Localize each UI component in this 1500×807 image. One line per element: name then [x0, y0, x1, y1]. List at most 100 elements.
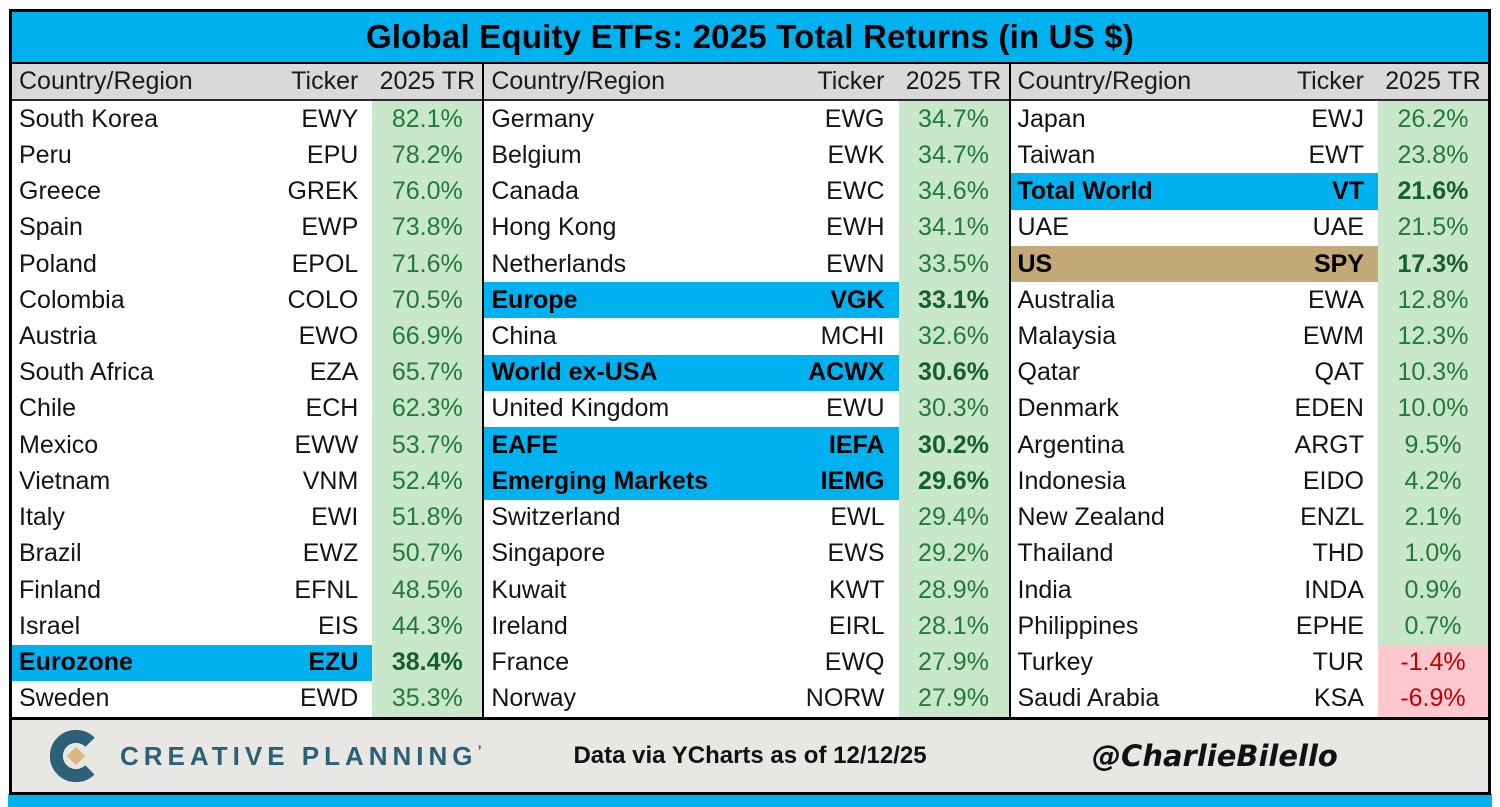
ticker-cell: EWH — [826, 213, 885, 242]
country-cell: New Zealand — [1017, 503, 1165, 532]
ticker-cell: KWT — [828, 575, 885, 604]
country-cell: France — [491, 648, 570, 677]
country-cell: China — [491, 322, 557, 351]
country-cell: Argentina — [1017, 430, 1125, 459]
table-row: Singapore EWS 29.2% — [484, 535, 1009, 573]
ticker-cell: EWU — [826, 394, 885, 423]
country-cell: Philippines — [1017, 611, 1139, 640]
ticker-cell: EFNL — [294, 575, 359, 604]
table-row: Greece GREK 76.0% — [12, 173, 483, 210]
brand-logo: CREATIVE PLANNING’ — [48, 720, 482, 792]
ticker-cell: KSA — [1313, 684, 1364, 713]
ticker-cell: EZU — [260, 644, 373, 681]
table-row: Brazil EWZ 50.7% — [12, 535, 483, 573]
country-cell: Peru — [19, 140, 72, 169]
return-cell: 12.3% — [1377, 318, 1488, 355]
header-country: Country/Region — [1017, 67, 1192, 95]
return-cell: 29.6% — [898, 463, 1009, 500]
ticker-cell: EWZ — [302, 539, 359, 568]
table-row: Malaysia EWM 12.3% — [1011, 318, 1488, 355]
country-cell: Norway — [491, 684, 577, 713]
return-cell: 27.9% — [898, 644, 1009, 681]
table-row: Denmark EDEN 10.0% — [1011, 390, 1488, 428]
table-section-1: Country/Region Ticker 2025 TR South Kore… — [12, 64, 485, 717]
country-cell: Mexico — [19, 430, 99, 459]
data-source-note: Data via YCharts as of 12/12/25 — [573, 742, 927, 769]
return-cell: 34.7% — [898, 101, 1009, 138]
table-row: Canada EWC 34.6% — [484, 173, 1009, 210]
table-row: Vietnam VNM 52.4% — [12, 463, 483, 500]
table-row: Philippines EPHE 0.7% — [1011, 608, 1488, 645]
table-board: Global Equity ETFs: 2025 Total Returns (… — [9, 9, 1491, 795]
return-cell: 76.0% — [372, 173, 483, 210]
country-cell: India — [1017, 575, 1072, 604]
ticker-cell: ACWX — [786, 354, 899, 391]
table-row: Argentina ARGT 9.5% — [1011, 427, 1488, 464]
ticker-cell: EWK — [827, 140, 885, 169]
country-cell: Poland — [19, 249, 97, 278]
country-cell: Finland — [19, 575, 101, 604]
country-cell: Netherlands — [491, 249, 627, 278]
country-cell: Thailand — [1017, 539, 1114, 568]
header-country: Country/Region — [19, 67, 193, 95]
country-cell: Ireland — [491, 611, 568, 640]
ticker-cell: IEMG — [786, 463, 899, 500]
table-row: Indonesia EIDO 4.2% — [1011, 463, 1488, 500]
country-cell: Brazil — [19, 539, 82, 568]
country-cell: Israel — [19, 611, 81, 640]
country-cell: Total World — [1010, 173, 1266, 210]
country-cell: Vietnam — [19, 466, 111, 495]
rows-section-1: South Korea EWY 82.1% Peru EPU 78.2% Greece GRE… — [12, 101, 483, 717]
table-row: Germany EWG 34.7% — [484, 101, 1009, 138]
return-cell: 62.3% — [372, 390, 483, 428]
table-row: Colombia COLO 70.5% — [12, 282, 483, 319]
ticker-cell: EWD — [299, 684, 359, 713]
return-cell: 53.7% — [372, 427, 483, 464]
header-return: 2025 TR — [372, 64, 483, 99]
table-row: Eurozone EZU 38.4% — [12, 644, 483, 681]
country-cell: Eurozone — [12, 644, 261, 681]
ticker-cell: ARGT — [1294, 430, 1364, 459]
table-row: Italy EWI 51.8% — [12, 499, 483, 536]
return-cell: 10.0% — [1377, 390, 1488, 428]
table-row: Hong Kong EWH 34.1% — [484, 209, 1009, 246]
table-row: Saudi Arabia KSA -6.9% — [1011, 680, 1488, 717]
return-cell: 21.5% — [1377, 209, 1488, 246]
trademark-mark: ’ — [477, 741, 482, 759]
return-cell: 70.5% — [372, 282, 483, 319]
ticker-cell: QAT — [1314, 358, 1364, 387]
ticker-cell: EWI — [311, 503, 359, 532]
ticker-cell: EWP — [301, 213, 359, 242]
table-grid: Country/Region Ticker 2025 TR South Kore… — [12, 64, 1488, 717]
table-row: Ireland EIRL 28.1% — [484, 608, 1009, 645]
table-row: Netherlands EWN 33.5% — [484, 245, 1009, 283]
country-cell: Chile — [19, 394, 76, 423]
return-cell: 30.3% — [898, 390, 1009, 428]
return-cell: 34.6% — [898, 173, 1009, 210]
ticker-cell: EWM — [1302, 322, 1364, 351]
column-headers: Country/Region Ticker 2025 TR — [484, 64, 1009, 101]
ticker-cell: EWN — [826, 249, 885, 278]
ticker-cell: VT — [1265, 173, 1378, 210]
return-cell: 48.5% — [372, 572, 483, 609]
ticker-cell: THD — [1312, 539, 1364, 568]
return-cell: 33.5% — [898, 245, 1009, 283]
table-row: Spain EWP 73.8% — [12, 209, 483, 246]
ticker-cell: MCHI — [820, 322, 885, 351]
return-cell: 66.9% — [372, 318, 483, 355]
return-cell: 28.9% — [898, 572, 1009, 609]
table-row: Norway NORW 27.9% — [484, 680, 1009, 717]
ticker-cell: EDEN — [1294, 394, 1364, 423]
table-row: South Korea EWY 82.1% — [12, 101, 483, 138]
return-cell: 30.2% — [898, 427, 1009, 464]
table-row: Chile ECH 62.3% — [12, 390, 483, 428]
author-credit: @CharlieBilello — [1092, 739, 1338, 773]
brand-name: CREATIVE PLANNING’ — [120, 740, 482, 771]
column-headers: Country/Region Ticker 2025 TR — [12, 64, 483, 101]
table-row: Mexico EWW 53.7% — [12, 427, 483, 464]
ticker-cell: EZA — [309, 358, 359, 387]
ticker-cell: EWY — [301, 104, 359, 133]
return-cell: -1.4% — [1377, 644, 1488, 681]
header-ticker: Ticker — [817, 67, 885, 95]
